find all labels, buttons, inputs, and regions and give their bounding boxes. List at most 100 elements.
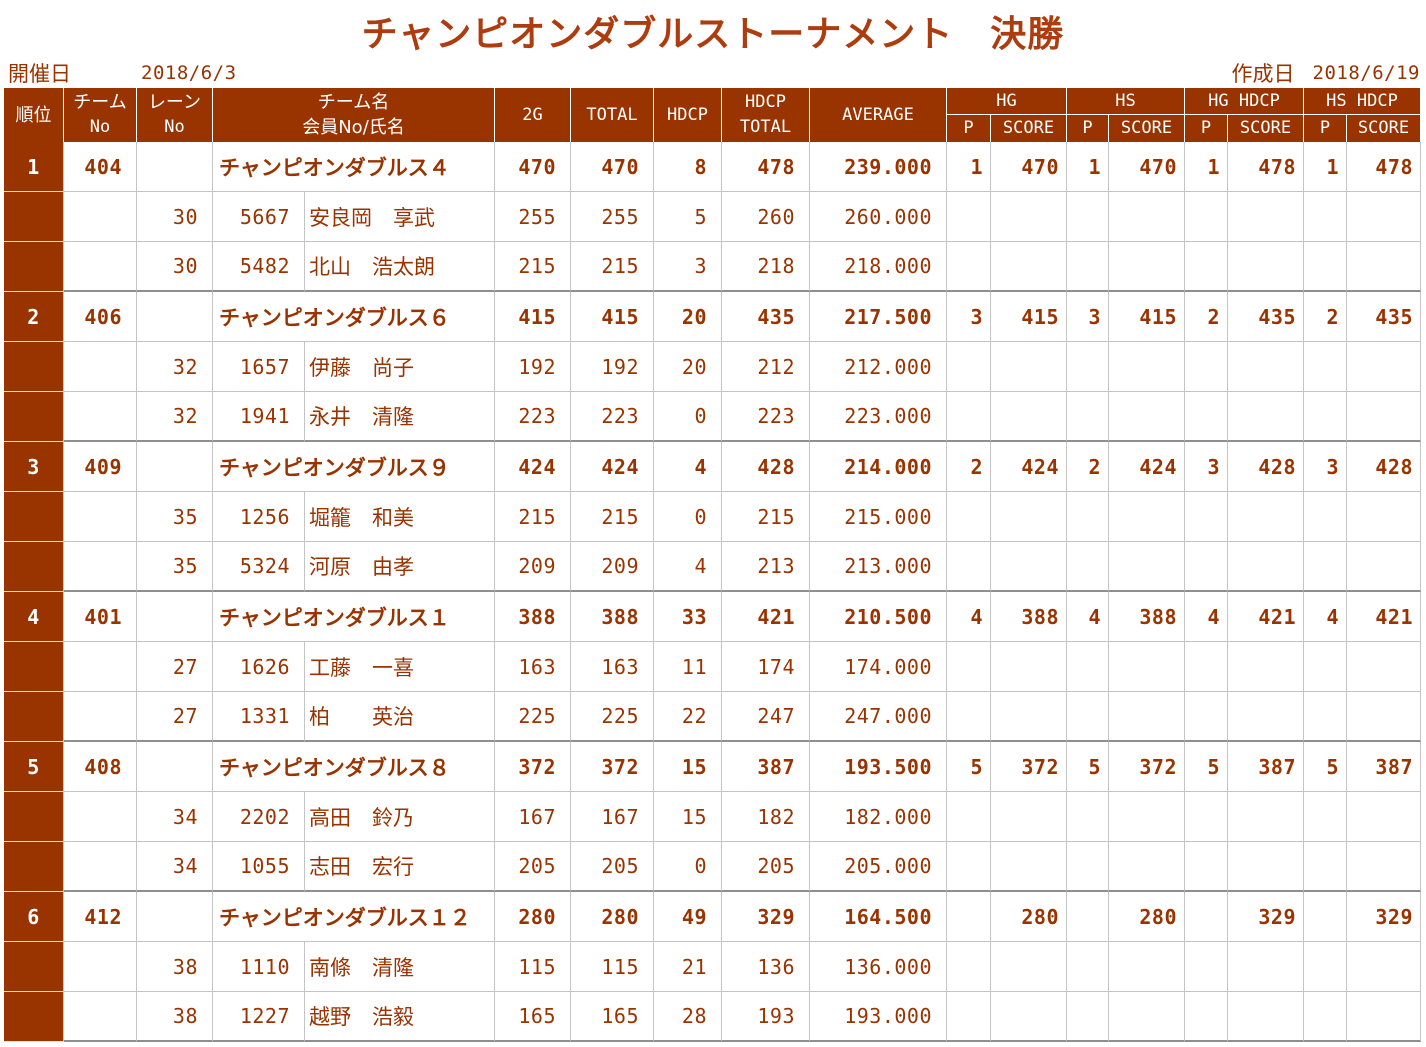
hg-score-cell — [991, 692, 1067, 742]
hs-hdcp-place-cell — [1304, 542, 1347, 592]
hg-hdcp-place-cell — [1185, 542, 1228, 592]
hg-hdcp-score-cell: 329 — [1228, 892, 1304, 942]
hs-place-header: P — [1067, 115, 1109, 142]
lane-no-cell: 32 — [137, 342, 213, 392]
total-cell: 225 — [571, 692, 654, 742]
lane-no-cell: 27 — [137, 692, 213, 742]
hg-score-cell — [991, 842, 1067, 892]
average-cell: 164.500 — [810, 892, 947, 942]
lane-no-cell: 34 — [137, 842, 213, 892]
average-cell: 182.000 — [810, 792, 947, 842]
average-cell: 218.000 — [810, 242, 947, 292]
rank-cell — [4, 192, 64, 242]
game-2g-cell: 205 — [495, 842, 571, 892]
hs-place-cell — [1067, 842, 1109, 892]
hg-hdcp-place-cell: 2 — [1185, 292, 1228, 342]
hdcp-total-cell: 247 — [722, 692, 810, 742]
total-cell: 115 — [571, 942, 654, 992]
member-name-cell: 高田 鈴乃 — [305, 792, 495, 842]
hdcp-cell: 0 — [654, 392, 722, 442]
hg-hdcp-score-cell — [1228, 992, 1304, 1042]
hdcp-total-cell: 478 — [722, 142, 810, 192]
rank-cell — [4, 392, 64, 442]
member-name-cell: 伊藤 尚子 — [305, 342, 495, 392]
lane-no-cell — [137, 742, 213, 792]
hs-header: HS — [1067, 88, 1185, 115]
hdcp-total-cell: 223 — [722, 392, 810, 442]
hs-place-cell — [1067, 342, 1109, 392]
game-2g-cell: 163 — [495, 642, 571, 692]
member-name-cell: 河原 由孝 — [305, 542, 495, 592]
lane-no-cell: 30 — [137, 192, 213, 242]
hg-score-cell — [991, 642, 1067, 692]
hs-hdcp-score-cell — [1347, 692, 1421, 742]
hg-hdcp-place-cell — [1185, 842, 1228, 892]
hs-hdcp-score-cell: 387 — [1347, 742, 1421, 792]
hs-place-cell — [1067, 192, 1109, 242]
hs-place-cell: 5 — [1067, 742, 1109, 792]
hs-score-cell — [1109, 642, 1185, 692]
hs-hdcp-place-header: P — [1304, 115, 1347, 142]
hs-score-header: SCORE — [1109, 115, 1185, 142]
hg-place-cell — [947, 942, 991, 992]
game-2g-cell: 280 — [495, 892, 571, 942]
hg-place-cell — [947, 542, 991, 592]
team-name-cell: チャンピオンダブルス４ — [213, 142, 495, 192]
hs-score-cell — [1109, 192, 1185, 242]
hs-score-cell: 415 — [1109, 292, 1185, 342]
hdcp-total-cell: 212 — [722, 342, 810, 392]
hg-place-cell — [947, 342, 991, 392]
hs-hdcp-score-cell: 428 — [1347, 442, 1421, 492]
game-2g-cell: 192 — [495, 342, 571, 392]
hg-hdcp-place-cell — [1185, 242, 1228, 292]
team-no-cell — [64, 392, 137, 442]
game-2g-cell: 215 — [495, 492, 571, 542]
rank-cell: 1 — [4, 142, 64, 192]
team-no-cell: 406 — [64, 292, 137, 342]
page-title: チャンピオンダブルストーナメント 決勝 — [361, 14, 1065, 55]
name-header: チーム名 会員No/氏名 — [213, 88, 495, 142]
total-cell: 192 — [571, 342, 654, 392]
hdcp-total-cell: 136 — [722, 942, 810, 992]
team-no-cell — [64, 492, 137, 542]
hdcp-cell: 3 — [654, 242, 722, 292]
hg-score-cell: 372 — [991, 742, 1067, 792]
member-name-cell: 永井 清隆 — [305, 392, 495, 442]
team-name-cell: チャンピオンダブルス１２ — [213, 892, 495, 942]
member-no-cell: 1657 — [213, 342, 305, 392]
total-cell: 415 — [571, 292, 654, 342]
total-cell: 470 — [571, 142, 654, 192]
hg-score-cell — [991, 992, 1067, 1042]
hs-hdcp-score-cell — [1347, 392, 1421, 442]
hg-place-cell — [947, 492, 991, 542]
hs-hdcp-score-cell — [1347, 792, 1421, 842]
total-cell: 280 — [571, 892, 654, 942]
hdcp-cell: 0 — [654, 492, 722, 542]
hg-place-cell — [947, 192, 991, 242]
hs-hdcp-place-cell — [1304, 792, 1347, 842]
hg-hdcp-place-cell — [1185, 992, 1228, 1042]
team-no-header-label: チーム — [73, 92, 127, 113]
hg-hdcp-score-cell — [1228, 542, 1304, 592]
hs-score-cell — [1109, 492, 1185, 542]
game-2g-cell: 223 — [495, 392, 571, 442]
hs-hdcp-score-cell — [1347, 842, 1421, 892]
hs-hdcp-score-cell: 478 — [1347, 142, 1421, 192]
member-name-cell: 北山 浩太朗 — [305, 242, 495, 292]
hg-hdcp-place-cell — [1185, 942, 1228, 992]
hs-hdcp-place-cell — [1304, 942, 1347, 992]
average-cell: 217.500 — [810, 292, 947, 342]
hg-score-cell: 415 — [991, 292, 1067, 342]
hdcp-cell: 0 — [654, 842, 722, 892]
hg-hdcp-score-header: SCORE — [1228, 115, 1304, 142]
hdcp-cell: 4 — [654, 542, 722, 592]
member-name-cell: 志田 宏行 — [305, 842, 495, 892]
hdcp-total-cell: 329 — [722, 892, 810, 942]
hg-hdcp-score-cell — [1228, 392, 1304, 442]
hg-hdcp-place-cell — [1185, 342, 1228, 392]
member-no-cell: 5482 — [213, 242, 305, 292]
lane-no-cell: 27 — [137, 642, 213, 692]
hg-hdcp-place-header: P — [1185, 115, 1228, 142]
hdcp-total-cell: 193 — [722, 992, 810, 1042]
hg-place-cell: 3 — [947, 292, 991, 342]
